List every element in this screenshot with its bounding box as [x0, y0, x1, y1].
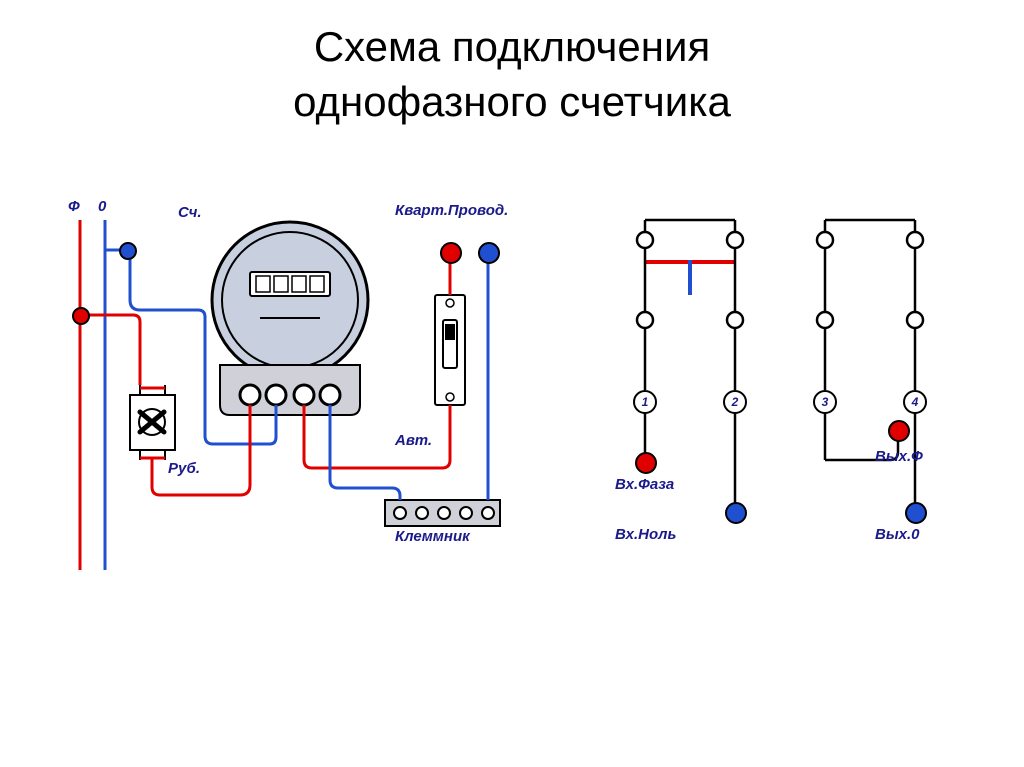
left-diagram: Ф 0 Сч. Кварт.Провод. Руб. Авт. Клеммник	[60, 200, 560, 580]
label-vh-nol: Вх.Ноль	[615, 526, 676, 543]
label-f: Ф	[68, 198, 80, 215]
input-phase-dot	[635, 452, 657, 474]
output-neutral-dot	[905, 502, 927, 524]
junction-dot	[119, 242, 137, 260]
terminal-3: 3	[813, 390, 837, 414]
output-phase-dot	[888, 420, 910, 442]
terminal-1: 1	[633, 390, 657, 414]
output-phase-dot	[440, 242, 462, 264]
label-vyh-f: Вых.Ф	[875, 448, 923, 465]
terminal-2: 2	[723, 390, 747, 414]
label-klem: Клеммник	[395, 528, 470, 545]
label-vh-faza: Вх.Фаза	[615, 476, 674, 493]
label-kvart: Кварт.Провод.	[395, 202, 508, 219]
label-vyh-0: Вых.0	[875, 526, 920, 543]
title-line2: однофазного счетчика	[293, 78, 731, 125]
label-avt: Авт.	[395, 432, 432, 449]
title-line1: Схема подключения	[314, 23, 710, 70]
junction-dot	[72, 307, 90, 325]
label-sch: Сч.	[178, 204, 202, 221]
right-diagram: 1 2 3 4 Вх.Фаза Вых.Ф Вх.Ноль Вых.0	[590, 200, 970, 580]
label-rub: Руб.	[168, 460, 200, 477]
input-neutral-dot	[725, 502, 747, 524]
terminal-4: 4	[903, 390, 927, 414]
label-zero: 0	[98, 198, 106, 215]
output-neutral-dot	[478, 242, 500, 264]
